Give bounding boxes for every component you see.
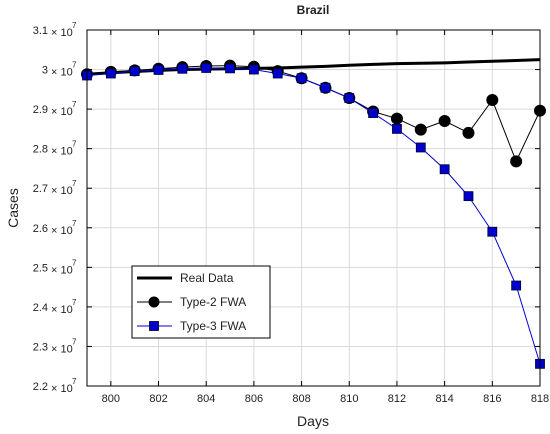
y-tick-mantissa: 2.8 bbox=[33, 144, 48, 156]
point-type2 bbox=[462, 126, 475, 139]
y-tick-multiplier: × 10 bbox=[51, 67, 73, 79]
y-tick-exponent: 7 bbox=[72, 100, 77, 109]
x-axis-label: Days bbox=[297, 413, 329, 429]
x-tick-label: 802 bbox=[149, 393, 167, 405]
y-tick-exponent: 7 bbox=[72, 21, 77, 30]
y-tick-mantissa: 2.7 bbox=[33, 183, 48, 195]
point-type2 bbox=[438, 114, 451, 127]
y-tick-multiplier: × 10 bbox=[51, 27, 73, 39]
y-tick-multiplier: × 10 bbox=[51, 264, 73, 276]
point-type2 bbox=[486, 94, 499, 107]
y-tick-multiplier: × 10 bbox=[51, 185, 73, 197]
point-type3 bbox=[511, 280, 522, 291]
y-axis-label: Cases bbox=[5, 188, 21, 228]
x-tick-label: 818 bbox=[531, 393, 549, 405]
point-type3 bbox=[487, 226, 498, 237]
point-type3 bbox=[463, 191, 474, 202]
y-tick-exponent: 7 bbox=[72, 377, 77, 386]
legend-label: Real Data bbox=[180, 271, 234, 285]
y-tick-exponent: 7 bbox=[72, 61, 77, 70]
y-tick-mantissa: 2.6 bbox=[33, 223, 48, 235]
legend-label: Type-2 FWA bbox=[180, 295, 246, 309]
y-tick-exponent: 7 bbox=[72, 179, 77, 188]
point-type3 bbox=[201, 63, 212, 73]
point-type3 bbox=[153, 65, 164, 75]
x-tick-label: 816 bbox=[483, 393, 501, 405]
y-tick-multiplier: × 10 bbox=[51, 304, 73, 316]
point-type3 bbox=[368, 108, 379, 118]
y-tick-multiplier: × 10 bbox=[51, 225, 73, 237]
y-tick-mantissa: 2.2 bbox=[33, 381, 48, 393]
legend-swatch-marker bbox=[149, 321, 159, 331]
x-tick-label: 814 bbox=[435, 393, 453, 405]
point-type2 bbox=[510, 155, 523, 168]
point-type3 bbox=[129, 66, 140, 77]
y-tick-multiplier: × 10 bbox=[51, 383, 73, 395]
y-tick-exponent: 7 bbox=[72, 258, 77, 267]
y-tick-mantissa: 3.1 bbox=[33, 25, 48, 37]
y-tick-mantissa: 2.9 bbox=[33, 104, 48, 116]
y-tick-multiplier: × 10 bbox=[51, 106, 73, 118]
point-type3 bbox=[177, 63, 188, 74]
legend-label: Type-3 FWA bbox=[180, 319, 246, 333]
y-tick-mantissa: 3 bbox=[42, 65, 48, 77]
legend: Real Data Type-2 FWA Type-3 FWA bbox=[131, 265, 271, 339]
x-tick-label: 800 bbox=[102, 393, 120, 405]
point-type3 bbox=[296, 73, 307, 84]
y-tick-exponent: 7 bbox=[72, 140, 77, 149]
x-tick-label: 806 bbox=[245, 393, 263, 405]
x-tick-label: 810 bbox=[340, 393, 358, 405]
point-type3 bbox=[415, 142, 426, 153]
chart-title: Brazil bbox=[297, 3, 330, 17]
point-type3 bbox=[439, 164, 450, 175]
point-type3 bbox=[392, 123, 402, 134]
point-type3 bbox=[225, 63, 235, 74]
y-tick-exponent: 7 bbox=[72, 219, 77, 228]
y-tick-mantissa: 2.4 bbox=[33, 302, 48, 314]
point-type3 bbox=[272, 68, 283, 79]
y-tick-mantissa: 2.3 bbox=[33, 341, 48, 353]
point-type3 bbox=[320, 82, 331, 93]
point-type3 bbox=[105, 68, 116, 79]
x-tick-label: 812 bbox=[388, 393, 406, 405]
x-tick-label: 808 bbox=[292, 393, 310, 405]
plot-area-frame bbox=[86, 29, 541, 387]
y-tick-exponent: 7 bbox=[72, 337, 77, 346]
series-layer bbox=[81, 58, 546, 369]
point-type3 bbox=[344, 93, 355, 103]
y-tick-mantissa: 2.5 bbox=[33, 262, 48, 274]
y-tick-multiplier: × 10 bbox=[51, 146, 73, 158]
y-tick-multiplier: × 10 bbox=[51, 343, 73, 355]
point-type2 bbox=[390, 112, 403, 125]
point-type3 bbox=[248, 64, 259, 75]
point-type2 bbox=[414, 123, 427, 136]
y-tick-exponent: 7 bbox=[72, 298, 77, 307]
legend-swatch-marker bbox=[148, 296, 160, 308]
x-tick-label: 804 bbox=[197, 393, 215, 405]
